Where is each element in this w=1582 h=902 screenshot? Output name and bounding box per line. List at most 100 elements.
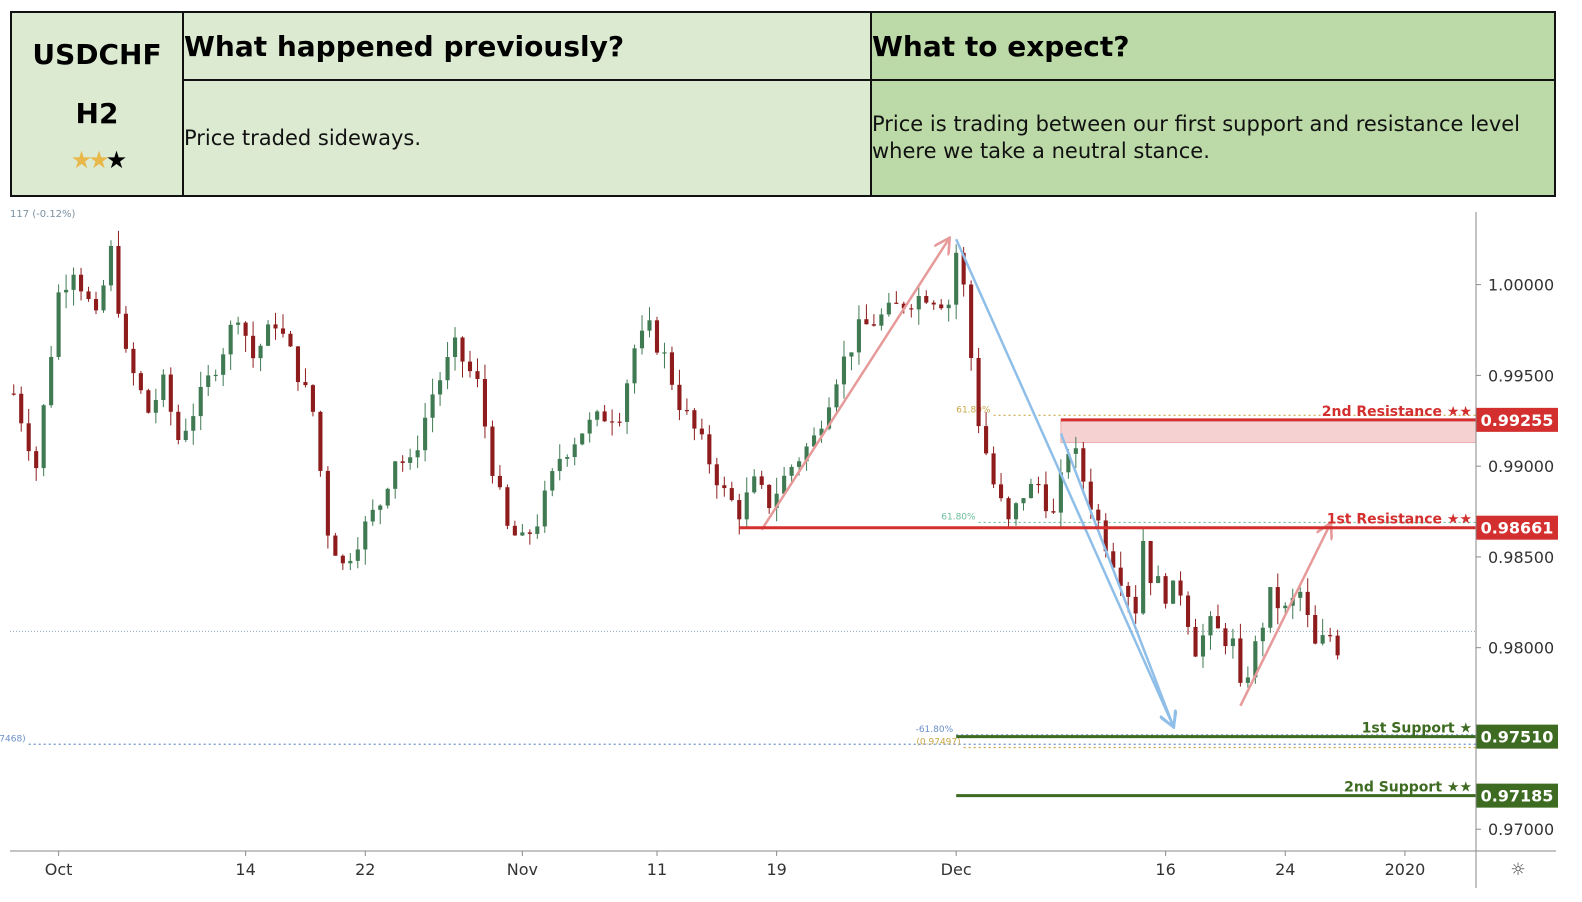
- y-tick-label: 0.98000: [1488, 639, 1554, 658]
- candle-body: [879, 314, 884, 326]
- y-tick-label: 1.00000: [1488, 276, 1554, 295]
- candle-body: [1268, 587, 1273, 628]
- x-tick-label: 16: [1155, 860, 1175, 879]
- candle-body: [258, 345, 263, 359]
- candle-body: [707, 434, 712, 465]
- candle-body: [535, 526, 540, 534]
- star-filled-icon: ★: [70, 146, 92, 174]
- candle-body: [767, 484, 772, 509]
- candle-body: [1021, 498, 1026, 504]
- level-price-label: 0.99255: [1481, 411, 1554, 430]
- candle-body: [946, 304, 951, 309]
- x-tick-label: 24: [1275, 860, 1295, 879]
- candle-body: [1185, 595, 1191, 627]
- candle-body: [438, 380, 443, 395]
- level-name-label: 2nd Support ★★: [1344, 780, 1472, 796]
- candle-body: [408, 457, 413, 463]
- candle-body: [1006, 498, 1011, 520]
- projection-arrow: [1059, 433, 1173, 725]
- candle-body: [265, 324, 271, 346]
- candle-body: [1133, 596, 1138, 614]
- candle-body: [251, 335, 256, 359]
- y-tick-label: 0.98500: [1488, 548, 1554, 567]
- candle-body: [1283, 605, 1288, 609]
- rating-stars: ★★★: [12, 146, 182, 174]
- candle-body: [355, 549, 360, 561]
- candle-body: [1253, 641, 1258, 678]
- level-name-label: 1st Support ★: [1362, 721, 1472, 737]
- candle-body: [1230, 638, 1235, 647]
- projection-arrow: [955, 238, 1173, 726]
- candle-body: [467, 361, 473, 372]
- candle-body: [565, 457, 570, 459]
- candle-body: [759, 476, 764, 485]
- candle-body: [819, 428, 824, 436]
- candle-body: [146, 390, 151, 413]
- candle-body: [1208, 616, 1213, 636]
- candle-body: [423, 417, 428, 451]
- candle-body: [1193, 626, 1198, 657]
- candle-body: [856, 319, 861, 353]
- candle-body: [176, 411, 181, 440]
- candle-body: [430, 394, 435, 418]
- candle-body: [273, 324, 278, 329]
- candle-body: [1245, 677, 1250, 683]
- candle-body: [1036, 483, 1041, 486]
- candle-body: [490, 426, 495, 476]
- candle-body: [512, 525, 517, 536]
- projection-arrow: [760, 239, 949, 531]
- candle-body: [714, 464, 719, 486]
- x-tick-label: Oct: [45, 860, 73, 879]
- candle-body: [550, 471, 555, 491]
- candle-body: [1103, 520, 1108, 552]
- candle-body: [460, 337, 465, 362]
- previous-title: What happened previously?: [182, 11, 872, 81]
- candle-body: [452, 337, 458, 358]
- candle-body: [378, 505, 383, 510]
- candle-body: [26, 423, 31, 452]
- price-chart[interactable]: 61.80% 61.80% 76.40%(0.97468) -61.80% (0.974…: [0, 198, 1582, 902]
- candle-body: [340, 555, 345, 564]
- candle-body: [206, 375, 211, 387]
- candle-body: [78, 274, 84, 292]
- previous-text: Price traded sideways.: [182, 79, 872, 197]
- candle-body: [639, 330, 645, 349]
- candle-body: [969, 284, 974, 358]
- candle-body: [954, 252, 959, 305]
- candle-body: [295, 346, 301, 383]
- level-price-badge: [1476, 515, 1558, 540]
- candle-body: [864, 319, 869, 325]
- x-tick-label: Dec: [941, 860, 972, 879]
- star-empty-icon: ★: [105, 146, 127, 174]
- candle-body: [280, 328, 286, 334]
- candle-body: [183, 430, 188, 440]
- candle-body: [632, 348, 637, 384]
- candle-body: [393, 461, 398, 489]
- candle-body: [1088, 481, 1093, 510]
- candle-body: [647, 320, 652, 331]
- candle-body: [662, 352, 667, 354]
- settings-gear-icon[interactable]: ☼: [1510, 860, 1525, 880]
- candle-body: [1335, 635, 1340, 656]
- candle-body: [610, 421, 615, 423]
- star-filled-icon: ★: [88, 146, 109, 174]
- y-tick-label: 0.99000: [1488, 457, 1554, 476]
- candle-body: [797, 461, 802, 467]
- candle-body: [1096, 509, 1101, 521]
- timeframe-label: H2: [75, 97, 119, 130]
- candle-body: [108, 245, 114, 286]
- candle-body: [153, 399, 158, 413]
- resistance-zone: [1060, 419, 1477, 444]
- candle-body: [931, 302, 936, 305]
- candle-body: [1200, 635, 1206, 657]
- candle-body: [542, 490, 547, 527]
- candle-body: [475, 371, 480, 379]
- level-price-label: 0.98661: [1481, 519, 1554, 538]
- candle-body: [1215, 616, 1221, 629]
- fib-label: 61.80%: [956, 405, 991, 415]
- candle-body: [1328, 635, 1333, 637]
- candle-body: [789, 466, 794, 476]
- candle-body: [1305, 591, 1310, 616]
- candle-body: [505, 487, 510, 526]
- candle-body: [482, 378, 488, 427]
